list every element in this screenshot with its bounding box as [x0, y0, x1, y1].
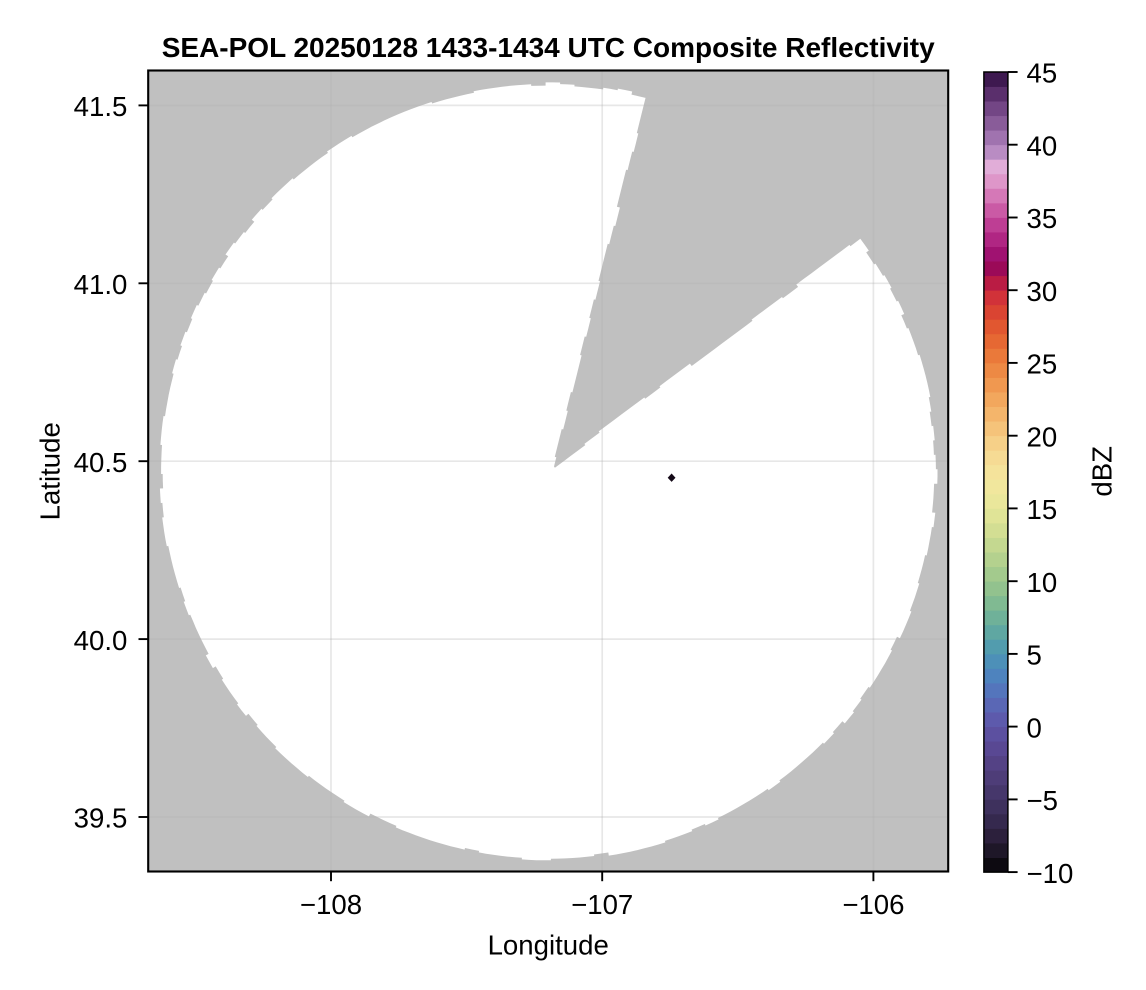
svg-text:−106: −106	[842, 889, 904, 920]
svg-text:45: 45	[1027, 58, 1058, 89]
svg-text:−5: −5	[1027, 785, 1058, 816]
svg-text:30: 30	[1027, 276, 1058, 307]
svg-text:35: 35	[1027, 203, 1058, 234]
svg-text:−10: −10	[1027, 858, 1074, 889]
svg-text:40.0: 40.0	[74, 625, 128, 656]
svg-text:5: 5	[1027, 640, 1042, 671]
svg-text:SEA-POL 20250128 1433-1434 UTC: SEA-POL 20250128 1433-1434 UTC Composite…	[162, 32, 935, 63]
svg-text:41.0: 41.0	[74, 269, 128, 300]
svg-text:41.5: 41.5	[74, 91, 128, 122]
svg-text:25: 25	[1027, 349, 1058, 380]
svg-text:39.5: 39.5	[74, 803, 128, 834]
svg-text:0: 0	[1027, 712, 1042, 743]
svg-text:40.5: 40.5	[74, 447, 128, 478]
svg-text:Latitude: Latitude	[35, 422, 66, 520]
svg-text:40: 40	[1027, 130, 1058, 161]
svg-text:−108: −108	[300, 889, 362, 920]
svg-text:15: 15	[1027, 494, 1058, 525]
svg-text:dBZ: dBZ	[1087, 446, 1118, 497]
svg-text:20: 20	[1027, 421, 1058, 452]
svg-text:Longitude: Longitude	[488, 929, 609, 960]
svg-text:−107: −107	[571, 889, 633, 920]
svg-text:10: 10	[1027, 567, 1058, 598]
